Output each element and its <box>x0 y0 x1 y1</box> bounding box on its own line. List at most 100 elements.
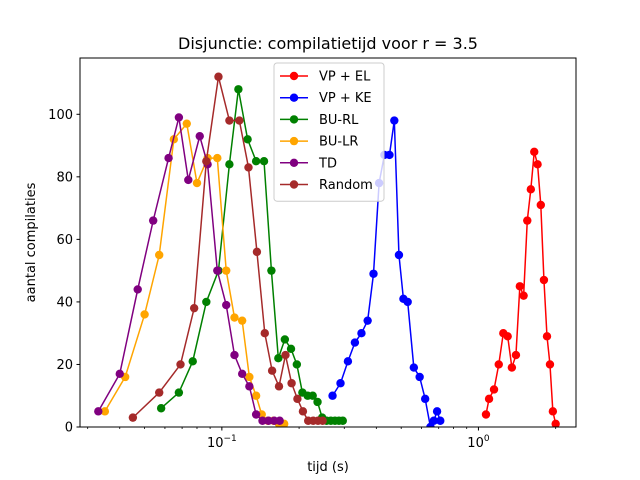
data-point <box>338 416 347 425</box>
data-point <box>202 297 211 307</box>
data-point <box>308 391 317 400</box>
data-point <box>192 178 202 188</box>
data-point <box>287 379 296 388</box>
data-point <box>195 131 204 141</box>
legend: VP + EL VP + KE BU-RL BU-LR TD Random <box>273 62 385 202</box>
legend-marker <box>289 180 299 189</box>
data-point <box>189 303 199 313</box>
series-2 <box>156 85 347 425</box>
data-point <box>515 282 525 291</box>
data-point <box>230 313 239 322</box>
data-point <box>222 300 231 310</box>
data-point <box>243 135 252 144</box>
data-point <box>432 407 442 416</box>
data-point <box>298 407 308 416</box>
data-point <box>420 394 430 404</box>
data-point <box>267 366 277 375</box>
data-point <box>280 335 290 344</box>
series-0 <box>481 147 560 427</box>
legend-item: VP + KE <box>280 91 372 106</box>
data-point <box>155 388 164 397</box>
data-point <box>350 338 360 347</box>
data-point <box>214 72 223 81</box>
data-point <box>222 266 231 275</box>
data-point <box>156 404 166 413</box>
data-point <box>267 266 276 275</box>
data-point <box>336 379 345 388</box>
legend-marker <box>289 71 299 81</box>
data-point <box>182 119 191 128</box>
plot-frame <box>79 57 577 428</box>
data-point <box>133 285 142 294</box>
y-tick-label: 40 <box>56 295 73 310</box>
legend-marker <box>289 136 299 146</box>
legend-label: BU-LR <box>319 135 358 150</box>
x-axis-label: tijd (s) <box>307 460 349 475</box>
data-point <box>343 357 353 366</box>
data-point <box>251 391 261 400</box>
data-point <box>523 216 532 225</box>
data-point <box>436 416 445 425</box>
data-point <box>251 156 261 166</box>
data-point <box>94 407 103 416</box>
data-point <box>489 385 499 394</box>
data-point <box>213 266 222 275</box>
data-point <box>274 354 283 363</box>
data-point <box>164 153 173 163</box>
plot-area <box>94 72 560 427</box>
data-point <box>140 310 149 319</box>
data-point <box>530 147 539 157</box>
data-point <box>237 369 247 379</box>
data-point <box>369 269 378 278</box>
legend-marker <box>289 93 299 102</box>
data-point <box>225 160 234 169</box>
data-point <box>115 369 124 379</box>
data-point <box>235 116 244 125</box>
y-tick-label: 20 <box>56 358 73 373</box>
data-point <box>403 297 412 307</box>
data-point <box>174 388 184 397</box>
data-point <box>511 350 521 360</box>
data-point <box>148 216 158 225</box>
y-tick-label: 0 <box>65 421 73 436</box>
data-point <box>363 316 372 325</box>
data-point <box>390 116 399 125</box>
data-point <box>481 410 491 419</box>
data-point <box>237 316 247 325</box>
data-point <box>252 247 262 257</box>
legend-label: TD <box>318 156 337 171</box>
legend-item: BU-LR <box>280 135 358 150</box>
data-point <box>409 363 419 372</box>
data-point <box>385 150 394 160</box>
data-point <box>494 360 503 369</box>
data-point <box>526 185 536 194</box>
data-point <box>484 394 494 404</box>
legend-marker <box>289 115 299 124</box>
data-point <box>357 328 366 338</box>
chart-title: Disjunctie: compilatietijd voor r = 3.5 <box>178 34 478 53</box>
data-point <box>551 419 560 427</box>
legend-label: BU-RL <box>319 113 359 128</box>
data-point <box>281 350 290 360</box>
y-tick-label: 100 <box>48 108 73 123</box>
data-point <box>293 394 302 404</box>
legend-marker <box>289 158 299 167</box>
legend-item: TD <box>280 156 337 171</box>
data-point <box>539 275 549 285</box>
data-point <box>533 160 542 169</box>
legend-item: Random <box>280 178 373 193</box>
data-point <box>292 360 302 369</box>
data-point <box>507 363 517 372</box>
data-point <box>128 413 138 422</box>
legend-label: Random <box>319 178 373 193</box>
data-point <box>176 360 185 369</box>
data-point <box>230 350 239 360</box>
data-point <box>548 407 558 416</box>
legend-label: VP + EL <box>319 70 371 85</box>
data-point <box>313 397 322 407</box>
series-5 <box>128 72 327 425</box>
data-point <box>519 291 528 300</box>
data-point <box>234 85 243 94</box>
data-point <box>155 250 164 260</box>
